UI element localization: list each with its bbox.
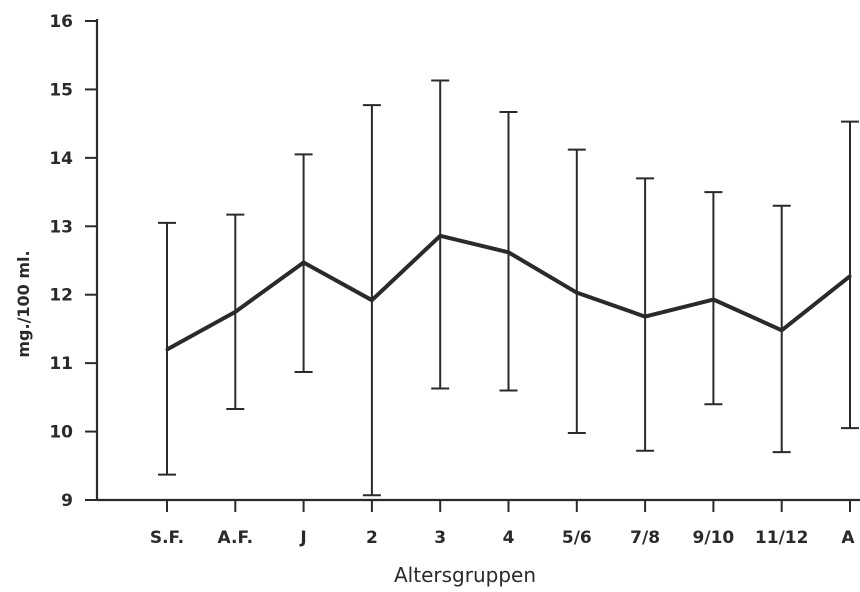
series-line-group (165, 233, 852, 352)
x-tick-label: 3 (434, 528, 446, 548)
data-point (165, 347, 169, 351)
x-tick-label: 7/8 (630, 528, 660, 548)
data-point (848, 274, 852, 278)
x-tick-label: A (841, 528, 855, 548)
data-point (711, 298, 715, 302)
data-point (643, 315, 647, 319)
y-tick-label: 11 (49, 354, 73, 374)
x-tick-label: A.F. (218, 528, 254, 548)
data-point (780, 328, 784, 332)
x-tick-label: 11/12 (755, 528, 809, 548)
x-tick-label: 2 (366, 528, 378, 548)
y-tick-label: 16 (49, 12, 73, 32)
y-axis-title: mg./100 ml. (14, 250, 33, 357)
y-tick-label: 9 (61, 491, 73, 511)
data-point (507, 250, 510, 254)
x-axis-ticks: S.F. A.F. J 2 3 4 5/6 7/8 9/10 11/12 A (150, 500, 855, 548)
data-point (575, 291, 579, 295)
x-tick-label: 4 (503, 528, 515, 548)
y-tick-label: 15 (49, 80, 73, 100)
y-axis-ticks: 9 10 11 12 13 14 15 16 (49, 12, 97, 511)
x-tick-label: S.F. (150, 528, 184, 548)
x-tick-label: 5/6 (562, 528, 592, 548)
data-point (302, 261, 306, 265)
y-tick-label: 13 (49, 217, 73, 237)
error-bars (158, 79, 859, 497)
y-tick-label: 10 (49, 423, 73, 443)
x-axis-title: Altersgruppen (394, 563, 536, 587)
y-tick-label: 14 (49, 149, 73, 169)
x-tick-label: J (299, 528, 306, 548)
axes (95, 19, 860, 502)
data-point (370, 298, 374, 302)
x-tick-label: 9/10 (693, 528, 735, 548)
data-point (438, 234, 442, 238)
data-point (233, 310, 237, 314)
y-tick-label: 12 (49, 286, 73, 306)
